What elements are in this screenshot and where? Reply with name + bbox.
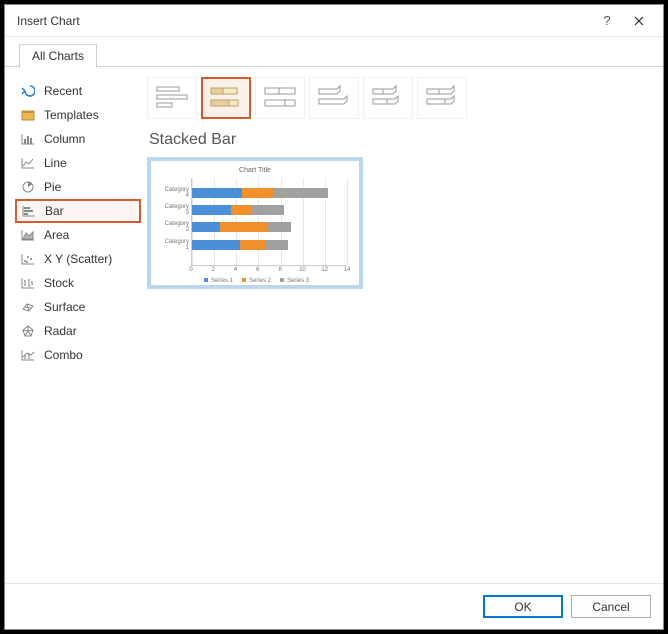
sidebar-item-radar[interactable]: Radar: [15, 319, 141, 343]
ok-button[interactable]: OK: [483, 595, 563, 618]
area-icon: [20, 227, 36, 243]
bar-icon: [21, 203, 37, 219]
sidebar-item-bar[interactable]: Bar: [15, 199, 141, 223]
surface-icon: [20, 299, 36, 315]
bar-subtype-row: [147, 75, 653, 127]
cancel-button[interactable]: Cancel: [571, 595, 651, 618]
dialog-footer: OK Cancel: [5, 583, 663, 629]
sidebar-label: Column: [44, 132, 85, 146]
templates-icon: [20, 107, 36, 123]
sidebar-label: Stock: [44, 276, 74, 290]
subtype-clustered-bar[interactable]: [147, 77, 197, 119]
sidebar-label: Templates: [44, 108, 99, 122]
preview-xaxis: 02468101214: [191, 266, 347, 276]
recent-icon: [20, 83, 36, 99]
sidebar-item-stock[interactable]: Stock: [15, 271, 141, 295]
combo-icon: [20, 347, 36, 363]
sidebar-item-pie[interactable]: Pie: [15, 175, 141, 199]
pie-icon: [20, 179, 36, 195]
sidebar-item-scatter[interactable]: X Y (Scatter): [15, 247, 141, 271]
radar-icon: [20, 323, 36, 339]
sidebar-item-recent[interactable]: Recent: [15, 79, 141, 103]
sidebar-label: Bar: [45, 204, 64, 218]
close-button[interactable]: [623, 7, 655, 35]
sidebar-label: Combo: [44, 348, 83, 362]
insert-chart-dialog: Insert Chart ? All Charts Recent Templat…: [4, 4, 664, 630]
dialog-title: Insert Chart: [17, 14, 591, 28]
column-icon: [20, 131, 36, 147]
sidebar-item-column[interactable]: Column: [15, 127, 141, 151]
tabs: All Charts: [5, 37, 663, 67]
scatter-icon: [20, 251, 36, 267]
sidebar-item-templates[interactable]: Templates: [15, 103, 141, 127]
titlebar: Insert Chart ?: [5, 5, 663, 37]
subtype-3d-clustered-bar[interactable]: [309, 77, 359, 119]
preview-plot: Category 4Category 3Category 2Category 1: [191, 178, 347, 266]
subtype-stacked-bar[interactable]: [201, 77, 251, 119]
content: Recent Templates Column Line Pie Bar: [5, 67, 663, 583]
preview-legend: Series 1Series 2Series 3: [159, 278, 351, 284]
sidebar-item-combo[interactable]: Combo: [15, 343, 141, 367]
sidebar-label: X Y (Scatter): [44, 252, 112, 266]
sidebar-label: Recent: [44, 84, 82, 98]
sidebar-item-area[interactable]: Area: [15, 223, 141, 247]
selected-subtype-label: Stacked Bar: [149, 131, 653, 149]
sidebar-label: Pie: [44, 180, 61, 194]
tab-all-charts[interactable]: All Charts: [19, 44, 97, 68]
chart-preview[interactable]: Chart Title Category 4Category 3Category…: [147, 157, 363, 289]
help-button[interactable]: ?: [591, 7, 623, 35]
preview-title: Chart Title: [159, 167, 351, 174]
sidebar-label: Area: [44, 228, 69, 242]
main-panel: Stacked Bar Chart Title Category 4Catego…: [141, 75, 653, 583]
subtype-3d-stacked-bar[interactable]: [363, 77, 413, 119]
line-icon: [20, 155, 36, 171]
sidebar-item-surface[interactable]: Surface: [15, 295, 141, 319]
subtype-3d-100-stacked-bar[interactable]: [417, 77, 467, 119]
sidebar-label: Line: [44, 156, 67, 170]
sidebar-label: Surface: [44, 300, 85, 314]
sidebar-label: Radar: [44, 324, 77, 338]
chart-category-list: Recent Templates Column Line Pie Bar: [15, 75, 141, 583]
stock-icon: [20, 275, 36, 291]
sidebar-item-line[interactable]: Line: [15, 151, 141, 175]
subtype-100-stacked-bar[interactable]: [255, 77, 305, 119]
